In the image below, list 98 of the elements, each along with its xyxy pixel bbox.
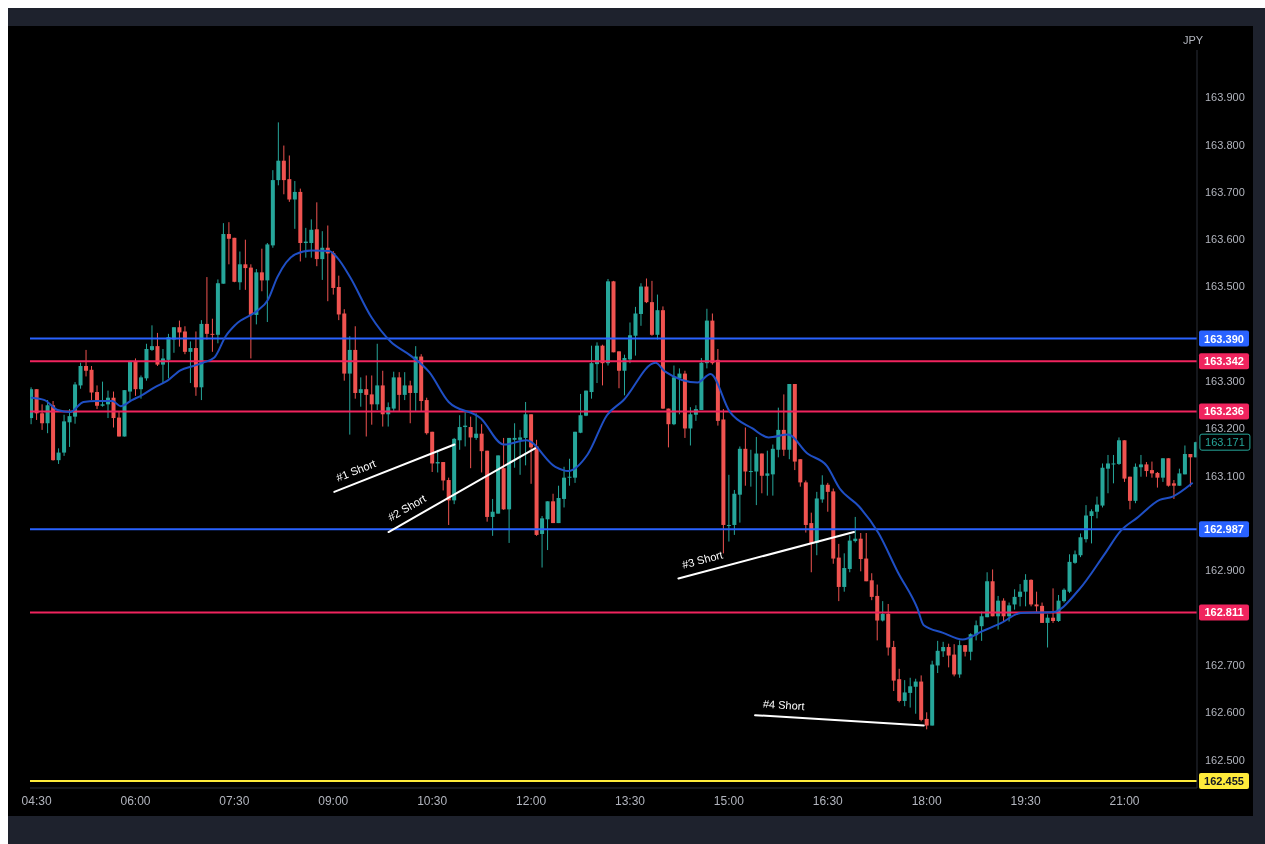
candlestick <box>540 515 545 569</box>
candlestick <box>842 552 847 593</box>
ref-line-label: 162.987 <box>1204 523 1244 536</box>
candlestick <box>781 393 786 457</box>
candlestick <box>237 251 242 291</box>
y-tick-label: 163.700 <box>1205 185 1245 198</box>
candlestick <box>292 180 297 230</box>
candlestick <box>913 678 918 715</box>
candlestick <box>177 320 182 348</box>
ref-line-label: 163.236 <box>1204 405 1244 418</box>
candlestick <box>1188 453 1193 488</box>
candlestick <box>100 381 105 408</box>
x-tick-label: 12:00 <box>516 793 547 808</box>
candlestick <box>468 416 473 469</box>
x-tick-label: 13:30 <box>614 793 646 808</box>
candlestick <box>1116 436 1121 466</box>
candlestick <box>204 276 209 341</box>
candlestick <box>149 324 154 352</box>
candlestick <box>1012 588 1017 611</box>
annotation: #1 Short <box>334 457 378 484</box>
y-tick-label: 163.500 <box>1205 280 1245 293</box>
candlestick <box>726 474 731 543</box>
y-tick-label: 163.800 <box>1205 138 1245 151</box>
candlestick <box>117 410 122 437</box>
candlestick <box>40 403 45 431</box>
y-tick-label: 163.600 <box>1205 233 1245 246</box>
candlestick <box>743 427 748 487</box>
x-tick-label: 19:30 <box>1010 793 1041 808</box>
y-tick-label: 163.300 <box>1205 375 1245 388</box>
x-tick-label: 07:30 <box>219 793 250 808</box>
annotation: #2 Short <box>385 492 428 524</box>
y-tick-label: 162.500 <box>1205 753 1245 766</box>
x-tick-label: 10:30 <box>417 793 448 808</box>
candlestick <box>188 340 193 384</box>
candlestick <box>375 343 380 411</box>
candlestick <box>523 401 528 466</box>
candlestick <box>765 450 770 497</box>
ref-line-label: 163.342 <box>1204 355 1244 368</box>
x-tick-label: 15:00 <box>713 793 745 808</box>
candlestick <box>551 493 556 524</box>
candlestick <box>1034 591 1039 614</box>
y-tick-label: 162.700 <box>1205 658 1245 671</box>
candlestick <box>369 374 374 426</box>
candlestick <box>243 239 248 291</box>
candlestick <box>358 376 363 408</box>
y-tick-label: 163.100 <box>1205 469 1245 482</box>
candlestick <box>457 414 462 451</box>
candlestick <box>397 371 402 412</box>
candlestick <box>474 412 479 441</box>
annotation: #4 Short <box>762 697 805 713</box>
candlestick <box>1051 587 1056 624</box>
x-tick-label: 18:00 <box>911 793 943 808</box>
candlestick <box>1018 583 1023 607</box>
annotation: #3 Short <box>680 548 725 571</box>
candlestick <box>78 362 83 390</box>
candlestick <box>644 278 649 304</box>
ref-line-label: 162.455 <box>1204 774 1244 787</box>
candlestick <box>276 121 281 186</box>
candlestick <box>759 453 764 494</box>
candlestick <box>364 374 369 437</box>
ref-line-label: 162.811 <box>1204 606 1244 619</box>
y-tick-label: 162.600 <box>1205 706 1245 719</box>
y-axis-title: JPY <box>1183 33 1204 46</box>
candlestick <box>1182 444 1187 475</box>
candlestick <box>479 423 484 473</box>
candlestick <box>616 350 621 389</box>
candlestick <box>259 248 264 292</box>
candlestick <box>1138 454 1143 478</box>
candlestick <box>402 371 407 401</box>
x-tick-label: 16:30 <box>812 793 844 808</box>
candlestick <box>182 325 187 355</box>
candlestick <box>155 332 160 367</box>
candlestick <box>968 632 973 661</box>
x-tick-label: 21:00 <box>1109 793 1140 808</box>
candlestick <box>545 500 550 551</box>
candlestick <box>84 349 89 377</box>
y-tick-label: 163.900 <box>1205 91 1245 104</box>
candlestick <box>347 335 352 436</box>
candlestick <box>1160 457 1165 483</box>
y-tick-label: 163.200 <box>1205 422 1245 435</box>
candlestick <box>864 532 869 582</box>
y-tick-label: 162.900 <box>1205 564 1245 577</box>
candlestick <box>1149 461 1154 479</box>
x-tick-label: 09:00 <box>318 793 349 808</box>
ref-line-label: 163.390 <box>1204 332 1244 345</box>
candlestick <box>858 532 863 572</box>
candlestick <box>1045 613 1050 648</box>
candlestick <box>210 318 215 353</box>
candlestick <box>935 640 940 674</box>
annotation: 163.171 <box>1205 436 1245 449</box>
candlestick <box>408 380 413 424</box>
candlestick <box>441 461 446 491</box>
candlestick <box>1171 479 1176 500</box>
candlestick <box>688 406 693 446</box>
x-tick-label: 04:30 <box>21 793 52 808</box>
line-series <box>30 249 1194 641</box>
x-tick-label: 06:00 <box>120 793 151 808</box>
candlestick <box>1023 573 1028 607</box>
